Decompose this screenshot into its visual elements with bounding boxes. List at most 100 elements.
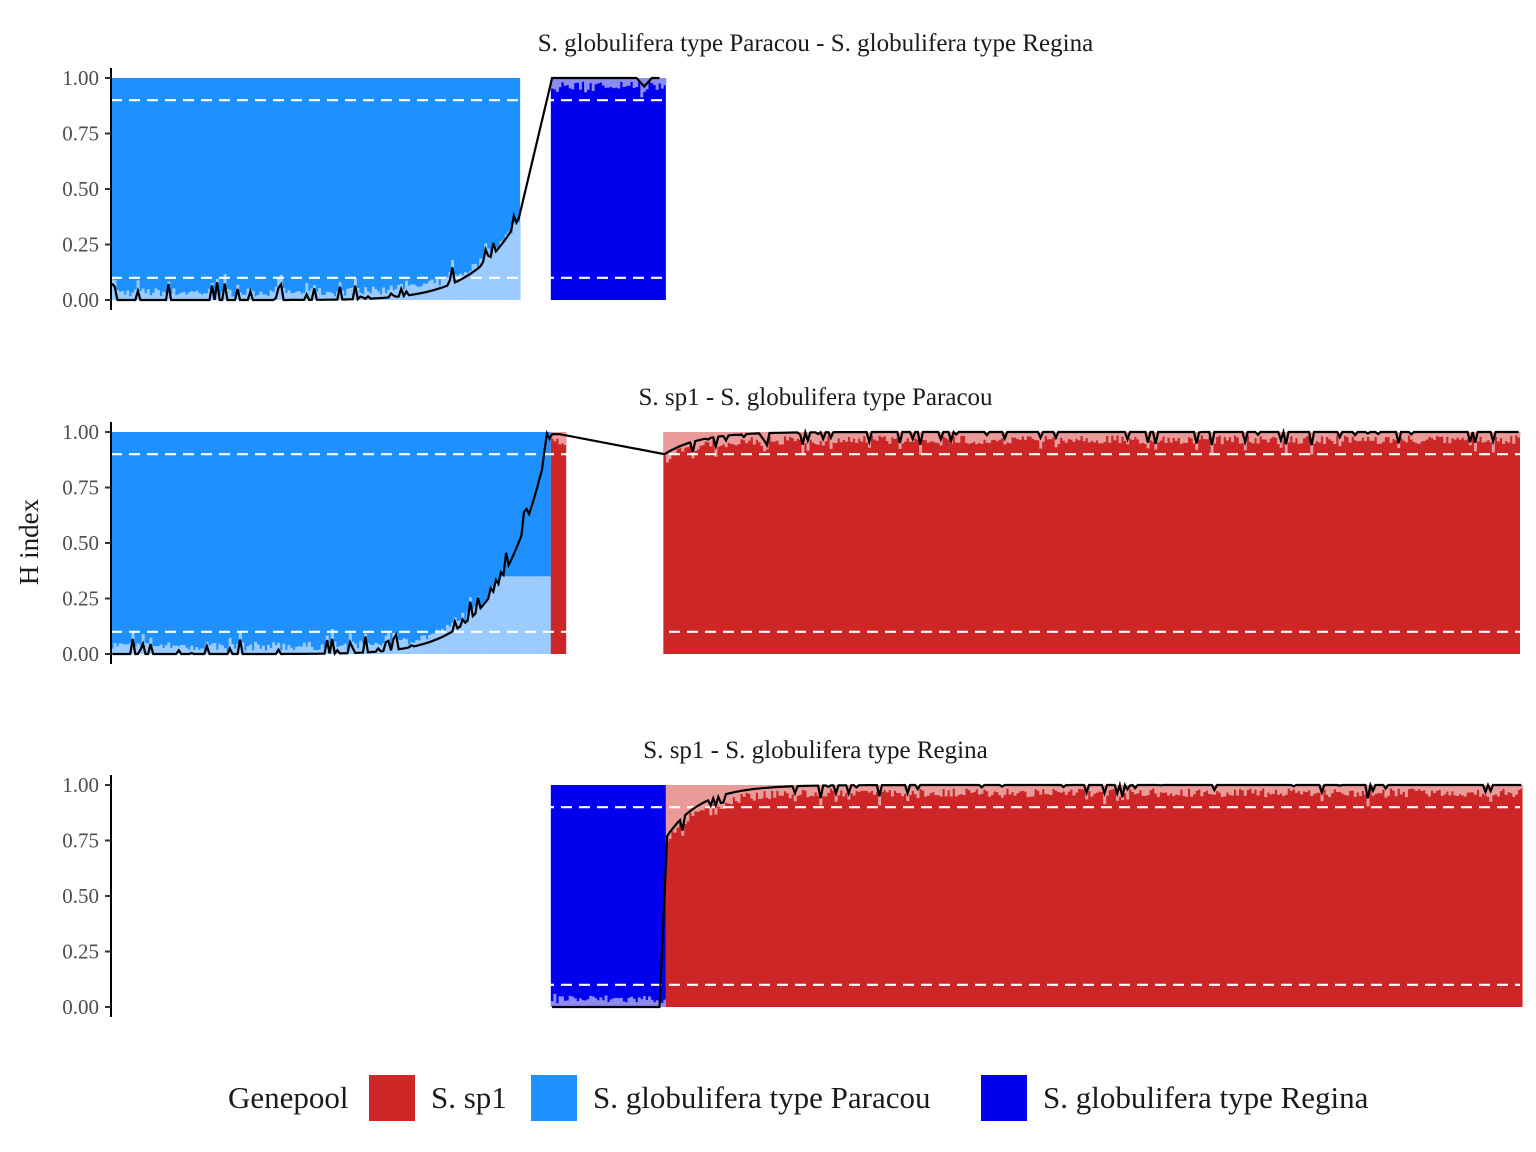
admixture-bar bbox=[919, 785, 923, 790]
admixture-bar bbox=[873, 785, 876, 795]
admixture-bar bbox=[929, 432, 933, 442]
admixture-bar bbox=[1415, 432, 1419, 444]
admixture-bar bbox=[1361, 432, 1365, 438]
admixture-bar bbox=[295, 291, 299, 300]
admixture-bar bbox=[875, 432, 879, 441]
admixture-bar bbox=[688, 432, 692, 446]
admixture-bar bbox=[550, 1001, 554, 1007]
admixture-bar bbox=[663, 999, 667, 1007]
admixture-bar bbox=[1026, 785, 1030, 798]
admixture-bar bbox=[1346, 785, 1350, 796]
panels: S. globulifera type Paracou - S. globuli… bbox=[62, 30, 1523, 1019]
admixture-bar bbox=[1302, 785, 1306, 792]
y-tick-label: 1.00 bbox=[62, 420, 99, 444]
admixture-bar bbox=[650, 999, 654, 1007]
admixture-bar bbox=[172, 645, 176, 654]
admixture-bar bbox=[972, 432, 976, 442]
y-axis-title: H index bbox=[14, 498, 44, 585]
admixture-bar bbox=[1458, 785, 1462, 795]
admixture-bar bbox=[515, 224, 518, 300]
admixture-bar bbox=[995, 432, 999, 442]
admixture-bar bbox=[865, 432, 869, 443]
admixture-bar bbox=[1481, 432, 1485, 443]
admixture-bar bbox=[1279, 785, 1283, 794]
admixture-bar bbox=[463, 622, 467, 654]
admixture-bar bbox=[192, 292, 196, 300]
admixture-bar bbox=[977, 432, 981, 443]
admixture-bar bbox=[757, 785, 761, 800]
admixture-bar bbox=[622, 78, 626, 88]
admixture-bar bbox=[1417, 432, 1421, 444]
admixture-bar bbox=[750, 785, 754, 799]
admixture-bar bbox=[256, 644, 260, 654]
admixture-bar bbox=[591, 996, 595, 1007]
admixture-bar bbox=[1092, 785, 1096, 794]
admixture-bar bbox=[617, 998, 621, 1007]
admixture-bar bbox=[1241, 785, 1245, 791]
admixture-bar bbox=[1305, 432, 1309, 437]
admixture-bar bbox=[405, 639, 409, 654]
admixture-bar bbox=[1231, 432, 1234, 443]
admixture-bar bbox=[926, 785, 930, 796]
admixture-bar bbox=[415, 640, 419, 654]
admixture-bar bbox=[755, 432, 759, 440]
admixture-bar bbox=[1499, 785, 1503, 792]
admixture-bar bbox=[648, 996, 651, 1007]
admixture-bar bbox=[1520, 785, 1523, 789]
admixture-bar bbox=[1517, 432, 1521, 438]
admixture-bar bbox=[1036, 785, 1040, 791]
admixture-bar bbox=[1016, 432, 1020, 440]
admixture-bar bbox=[711, 785, 715, 805]
admixture-bar bbox=[1172, 432, 1176, 438]
y-tick-label: 0.25 bbox=[62, 233, 99, 257]
admixture-bar bbox=[934, 432, 938, 443]
admixture-bar bbox=[681, 432, 685, 452]
admixture-bar bbox=[957, 432, 961, 443]
admixture-bar bbox=[1420, 432, 1424, 442]
admixture-bar bbox=[282, 643, 286, 654]
admixture-bar bbox=[330, 293, 334, 300]
admixture-bar bbox=[1123, 432, 1127, 441]
admixture-bar bbox=[407, 285, 411, 300]
admixture-bar bbox=[612, 78, 616, 89]
admixture-bar bbox=[111, 279, 114, 300]
admixture-bar bbox=[545, 576, 549, 654]
admixture-bar bbox=[1271, 432, 1275, 437]
admixture-bar bbox=[829, 785, 833, 789]
admixture-bar bbox=[1054, 785, 1058, 791]
admixture-bar bbox=[773, 432, 777, 442]
legend-swatch bbox=[531, 1075, 577, 1121]
admixture-bar bbox=[596, 78, 600, 84]
admixture-bar bbox=[1136, 785, 1140, 794]
y-tick-label: 1.00 bbox=[62, 773, 99, 797]
admixture-bar bbox=[417, 640, 421, 654]
admixture-bar bbox=[231, 296, 235, 300]
admixture-bar bbox=[471, 264, 475, 300]
admixture-bar bbox=[944, 785, 948, 797]
admixture-bar bbox=[512, 222, 516, 300]
admixture-bar bbox=[356, 287, 360, 300]
admixture-bar bbox=[1233, 785, 1237, 790]
admixture-bar bbox=[1090, 785, 1094, 797]
y-tick-label: 0.75 bbox=[62, 829, 99, 853]
admixture-bar bbox=[1453, 785, 1457, 796]
admixture-bar bbox=[924, 785, 928, 797]
admixture-bar bbox=[1049, 432, 1053, 440]
admixture-bar bbox=[180, 292, 184, 300]
admixture-bar bbox=[985, 785, 989, 792]
admixture-bar bbox=[1210, 785, 1214, 795]
admixture-bar bbox=[318, 649, 322, 654]
admixture-bar bbox=[1317, 432, 1321, 443]
admixture-bar bbox=[1312, 785, 1316, 794]
admixture-bar bbox=[159, 296, 163, 300]
admixture-bar bbox=[568, 995, 572, 1007]
admixture-bar bbox=[1468, 785, 1472, 793]
admixture-bar bbox=[632, 998, 636, 1007]
admixture-bar bbox=[1289, 432, 1293, 437]
admixture-bar bbox=[1294, 785, 1298, 793]
admixture-bar bbox=[310, 646, 314, 654]
admixture-bar bbox=[601, 1000, 605, 1007]
genepool-segment bbox=[550, 785, 667, 1007]
admixture-bar bbox=[1463, 432, 1467, 441]
admixture-bar bbox=[745, 432, 749, 444]
